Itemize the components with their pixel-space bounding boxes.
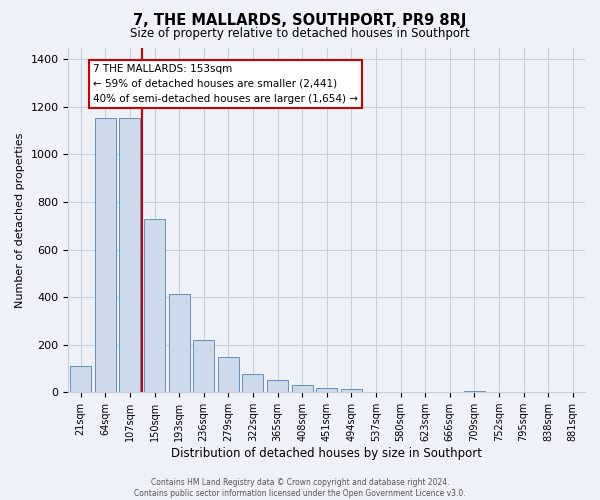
Bar (169, 294, 190, 392)
Text: 7 THE MALLARDS: 153sqm
← 59% of detached houses are smaller (2,441)
40% of semi-: 7 THE MALLARDS: 153sqm ← 59% of detached… (93, 64, 358, 104)
Bar (95, 118, 116, 392)
Bar (144, 218, 165, 392)
Text: Size of property relative to detached houses in Southport: Size of property relative to detached ho… (130, 28, 470, 40)
X-axis label: Distribution of detached houses by size in Southport: Distribution of detached houses by size … (171, 447, 482, 460)
Bar (242, 374, 263, 392)
Bar (218, 357, 239, 392)
Text: Contains HM Land Registry data © Crown copyright and database right 2024.
Contai: Contains HM Land Registry data © Crown c… (134, 478, 466, 498)
Bar (267, 380, 288, 392)
Bar (292, 385, 313, 392)
Y-axis label: Number of detached properties: Number of detached properties (15, 132, 25, 308)
Bar (464, 391, 485, 392)
Bar (119, 118, 140, 392)
Bar (316, 388, 337, 392)
Bar (341, 389, 362, 392)
Text: 7, THE MALLARDS, SOUTHPORT, PR9 8RJ: 7, THE MALLARDS, SOUTHPORT, PR9 8RJ (133, 12, 467, 28)
Bar (70, 366, 91, 392)
Bar (193, 340, 214, 392)
